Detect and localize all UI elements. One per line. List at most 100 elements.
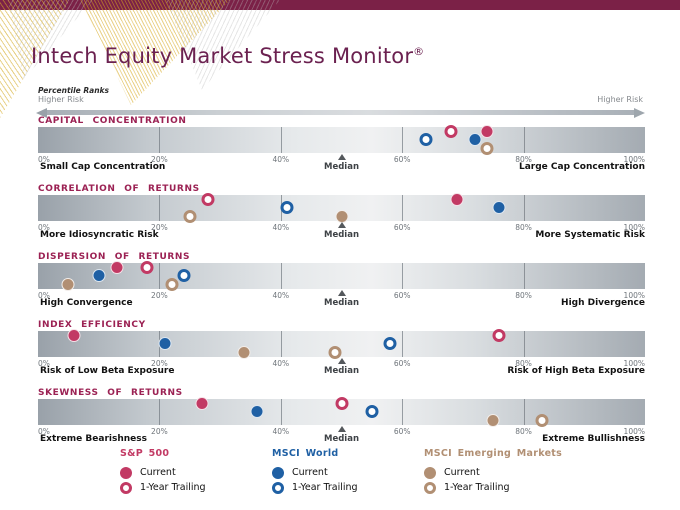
msci_world-trailing-marker bbox=[419, 133, 433, 146]
scale-label-60pct: 60% bbox=[393, 223, 411, 232]
category-title: INDEX EFFICIENCY bbox=[38, 320, 146, 330]
msci_world-trailing-marker bbox=[280, 201, 294, 214]
band-tick-80 bbox=[523, 127, 525, 153]
page-title-text: Intech Equity Market Stress Monitor bbox=[31, 44, 414, 68]
band-tick-20 bbox=[159, 399, 161, 425]
msci_em-current-marker bbox=[237, 346, 251, 359]
scale-label-0pct: 0% bbox=[38, 291, 50, 300]
median-marker-icon bbox=[337, 358, 346, 364]
scale-label-40pct: 40% bbox=[272, 223, 290, 232]
median-label: Median bbox=[323, 162, 360, 172]
msci_em-current-marker bbox=[486, 414, 500, 427]
higher-risk-right-label: Higher Risk bbox=[597, 95, 643, 104]
median-label: Median bbox=[323, 298, 360, 308]
msci_world-current-marker bbox=[250, 405, 264, 418]
legend-group-msci_em: MSCI Emerging Markets Current 1-Year Trail… bbox=[424, 448, 562, 495]
band-tick-40 bbox=[280, 399, 282, 425]
sp500-trailing-marker bbox=[444, 125, 458, 138]
median-marker-icon bbox=[337, 426, 346, 432]
band-tick-40 bbox=[280, 127, 282, 153]
band-tick-20 bbox=[159, 263, 161, 289]
sp500-current-swatch bbox=[120, 466, 132, 479]
scale-label-20pct: 20% bbox=[151, 359, 168, 368]
sp500-trailing-marker bbox=[201, 193, 215, 206]
sp500-current-marker bbox=[67, 329, 81, 342]
percent-scale: 0% 20% 40% 60% 80% 100% bbox=[38, 359, 645, 369]
percent-scale: 0% 20% 40% 60% 80% 100% bbox=[38, 223, 645, 233]
percentile-band bbox=[38, 397, 645, 427]
legend-item: Current bbox=[424, 465, 562, 480]
median-marker-icon bbox=[337, 222, 346, 228]
band-tick-40 bbox=[280, 331, 282, 357]
chart-row-4: INDEX EFFICIENCY 0% 20% 40% 60% 80% 100% Median… bbox=[0, 318, 680, 386]
band-tick-80 bbox=[523, 331, 525, 357]
chart-row-5: SKEWNESS OF RETURNS 0% 20% 40% 60% 80% 100% Med… bbox=[0, 386, 680, 454]
band-tick-60 bbox=[402, 127, 404, 153]
scale-label-80pct: 80% bbox=[515, 155, 532, 164]
category-title: SKEWNESS OF RETURNS bbox=[38, 388, 183, 398]
msci_world-trailing-marker bbox=[383, 337, 397, 350]
scale-label-80pct: 80% bbox=[515, 291, 532, 300]
right-endpoint-label: Large Cap Concentration bbox=[518, 162, 645, 172]
sp500-trailing-marker bbox=[140, 261, 154, 274]
chart-row-3: DISPERSION OF RETURNS 0% 20% 40% 60% 80% 100% M… bbox=[0, 250, 680, 318]
msci_em-trailing-marker bbox=[183, 210, 197, 223]
left-endpoint-label: Small Cap Concentration bbox=[40, 162, 166, 172]
median-label: Median bbox=[323, 366, 360, 376]
scale-label-40pct: 40% bbox=[272, 359, 290, 368]
msci_em-current-swatch bbox=[424, 466, 436, 479]
scale-label-40pct: 40% bbox=[272, 291, 290, 300]
scale-label-60pct: 60% bbox=[393, 427, 411, 436]
msci_world-trailing-swatch bbox=[272, 481, 284, 494]
scale-label-20pct: 20% bbox=[151, 291, 168, 300]
scale-label-100pct: 100% bbox=[623, 223, 645, 232]
band-tick-60 bbox=[402, 263, 404, 289]
percentile-band bbox=[38, 329, 645, 359]
msci_em-trailing-marker bbox=[328, 346, 342, 359]
legend-series-name: MSCI World bbox=[272, 448, 339, 459]
category-title: DISPERSION OF RETURNS bbox=[38, 252, 191, 262]
sp500-current-marker bbox=[195, 397, 209, 410]
arrowhead-left-icon bbox=[36, 107, 47, 118]
legend-item: 1-Year Trailing bbox=[120, 480, 206, 495]
band-tick-40 bbox=[280, 263, 282, 289]
msci_em-trailing-swatch bbox=[424, 481, 436, 494]
arrowhead-right-icon bbox=[634, 107, 645, 118]
scale-label-20pct: 20% bbox=[151, 427, 168, 436]
percentile-band bbox=[38, 125, 645, 155]
msci_world-current-marker bbox=[492, 201, 506, 214]
scale-label-20pct: 20% bbox=[151, 155, 168, 164]
median-marker-icon bbox=[337, 290, 346, 296]
chart-row-2: CORRELATION OF RETURNS 0% 20% 40% 60% 80% 100%… bbox=[0, 182, 680, 250]
scale-label-0pct: 0% bbox=[38, 155, 50, 164]
right-endpoint-label: More Systematic Risk bbox=[535, 230, 645, 240]
page-title: Intech Equity Market Stress Monitor® bbox=[31, 44, 424, 68]
msci_world-current-marker bbox=[158, 337, 172, 350]
band-tick-60 bbox=[402, 399, 404, 425]
scale-label-80pct: 80% bbox=[515, 427, 532, 436]
arrow-bar bbox=[47, 110, 634, 115]
sp500-trailing-swatch bbox=[120, 481, 132, 494]
chart-row-1: CAPITAL CONCENTRATION 0% 20% 40% 60% 80% 100% M… bbox=[0, 114, 680, 182]
legend-item-label: 1-Year Trailing bbox=[444, 482, 510, 493]
risk-direction-arrow bbox=[36, 107, 645, 118]
band-tick-20 bbox=[159, 127, 161, 153]
higher-risk-left-label: Higher Risk bbox=[38, 95, 84, 104]
sp500-trailing-marker bbox=[492, 329, 506, 342]
percent-scale: 0% 20% 40% 60% 80% 100% bbox=[38, 427, 645, 437]
band-tick-60 bbox=[402, 195, 404, 221]
msci_world-trailing-marker bbox=[177, 269, 191, 282]
right-endpoint-label: Extreme Bullishness bbox=[542, 434, 645, 444]
scale-label-100pct: 100% bbox=[623, 359, 645, 368]
sp500-trailing-marker bbox=[335, 397, 348, 410]
decorative-fan-pattern bbox=[8, 0, 93, 80]
median-marker-icon bbox=[337, 154, 346, 160]
percentile-band bbox=[38, 193, 645, 223]
scale-label-100pct: 100% bbox=[623, 155, 645, 164]
legend-item-label: 1-Year Trailing bbox=[292, 482, 358, 493]
legend-item-label: Current bbox=[292, 467, 328, 478]
msci_world-current-marker bbox=[92, 269, 106, 282]
msci_world-trailing-marker bbox=[365, 405, 379, 418]
scale-label-40pct: 40% bbox=[272, 155, 290, 164]
